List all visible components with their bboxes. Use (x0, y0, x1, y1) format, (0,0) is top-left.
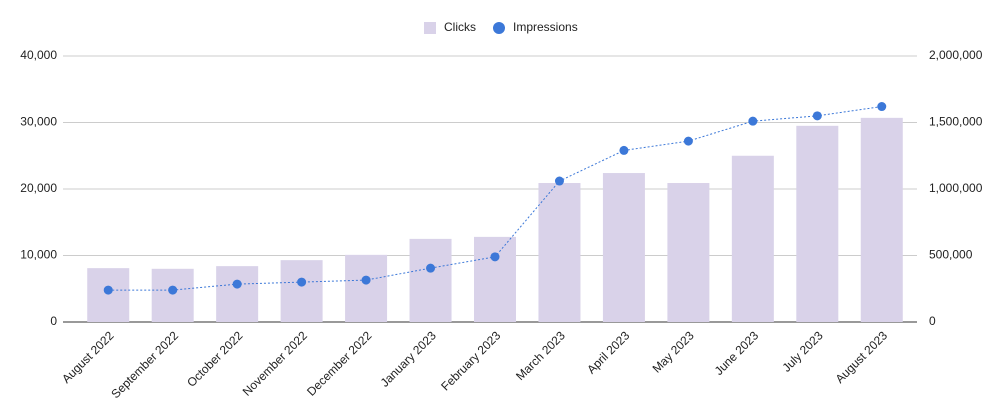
y2-tick-label: 2,000,000 (929, 48, 983, 62)
point (361, 275, 371, 285)
y-tick-label: 20,000 (20, 181, 57, 195)
point (297, 277, 307, 287)
x-tick-label: October 2022 (184, 328, 246, 390)
bar (216, 266, 259, 322)
bar (280, 260, 323, 322)
x-tick-label: July 2023 (779, 328, 825, 374)
bar (474, 236, 516, 322)
y-tick-label: 30,000 (20, 115, 57, 129)
y2-tick-label: 1,500,000 (929, 115, 983, 129)
bar (345, 254, 388, 322)
legend-label: Impressions (513, 20, 578, 34)
x-tick-label: March 2023 (513, 328, 568, 383)
x-tick-label: May 2023 (650, 328, 697, 375)
point (877, 102, 887, 112)
point (748, 116, 758, 126)
bar (667, 183, 710, 322)
y2-tick-label: 1,000,000 (929, 181, 983, 195)
x-tick-label: June 2023 (712, 328, 762, 378)
legend-marker (493, 22, 505, 34)
x-tick-label: April 2023 (584, 328, 632, 376)
point (168, 285, 178, 295)
y-tick-label: 40,000 (20, 48, 57, 62)
bar (796, 125, 839, 322)
bar (860, 117, 903, 322)
x-tick-label: November 2022 (240, 328, 311, 399)
x-tick-label: February 2023 (438, 328, 503, 393)
legend-label: Clicks (444, 20, 476, 34)
x-tick-label: December 2022 (304, 328, 375, 399)
point (426, 263, 436, 273)
point (683, 136, 693, 146)
point (490, 252, 500, 262)
x-tick-label: January 2023 (378, 328, 440, 390)
point (554, 176, 564, 186)
x-tick-label: September 2022 (108, 328, 181, 401)
point (619, 145, 629, 155)
y2-tick-label: 0 (929, 314, 936, 328)
bar (602, 173, 645, 322)
bar (731, 155, 774, 322)
bar (409, 238, 452, 322)
y-tick-label: 0 (50, 314, 57, 328)
x-tick-label: August 2022 (59, 328, 117, 386)
point (812, 111, 822, 121)
bar (538, 183, 581, 322)
bar (151, 268, 194, 322)
legend-marker (424, 22, 436, 34)
point (103, 285, 113, 295)
point (232, 279, 242, 289)
y2-tick-label: 500,000 (929, 248, 973, 262)
y-tick-label: 10,000 (20, 248, 57, 262)
x-tick-label: August 2023 (833, 328, 891, 386)
bar (87, 268, 130, 322)
